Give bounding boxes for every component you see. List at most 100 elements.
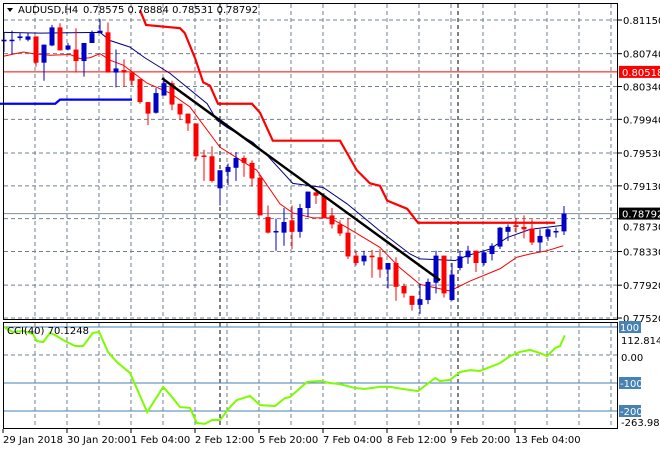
candle-bear bbox=[345, 232, 351, 257]
candle-bull bbox=[25, 36, 31, 40]
x-tick-label: 13 Feb 04:00 bbox=[515, 435, 581, 446]
candle-bull bbox=[465, 250, 471, 258]
triangle-down-icon[interactable] bbox=[7, 8, 13, 12]
candle-bear bbox=[401, 286, 407, 294]
cci-level-label: -100 bbox=[620, 379, 643, 390]
candle-bull bbox=[113, 68, 119, 73]
candle-bear bbox=[209, 156, 215, 181]
channel-upper-line bbox=[138, 9, 556, 224]
cci-level-label: 100 bbox=[620, 323, 639, 334]
candle-bull bbox=[153, 93, 159, 113]
channel-lower-line bbox=[0, 98, 132, 105]
candle-bull bbox=[361, 255, 367, 262]
candle-bear bbox=[409, 295, 415, 305]
cci-line bbox=[3, 326, 566, 425]
candle-bear bbox=[377, 257, 383, 270]
candle-bull bbox=[81, 42, 87, 62]
candle-bull bbox=[449, 274, 455, 300]
cci-max-label: 112.8149 bbox=[621, 336, 660, 347]
candle-bear bbox=[473, 250, 479, 264]
candle-bear bbox=[393, 263, 399, 287]
candle-bear bbox=[529, 228, 535, 243]
candle-bull bbox=[385, 263, 391, 270]
candle-bear bbox=[337, 224, 343, 234]
candle-bull bbox=[49, 27, 55, 46]
candle-bear bbox=[33, 36, 39, 63]
candle-bear bbox=[513, 225, 519, 227]
cci-level-badge bbox=[619, 321, 641, 333]
candle-bear bbox=[145, 102, 151, 114]
candle-bull bbox=[17, 36, 23, 39]
overlay-lines bbox=[161, 77, 441, 282]
candle-bear bbox=[201, 155, 207, 157]
cci-level-label: -200 bbox=[620, 407, 643, 418]
candle-bull bbox=[41, 44, 47, 63]
candle-bear bbox=[137, 79, 143, 103]
cci-pane-frame bbox=[3, 322, 618, 429]
candle-bear bbox=[185, 113, 191, 124]
candle-bull bbox=[433, 255, 439, 283]
candle-bear bbox=[129, 72, 135, 81]
candle-bull bbox=[233, 157, 239, 168]
candle-bull bbox=[545, 229, 551, 237]
candle-bull bbox=[273, 230, 279, 233]
cci-pane bbox=[3, 326, 618, 425]
candle-bull bbox=[561, 213, 567, 232]
candle-bull bbox=[97, 30, 103, 34]
cci-title: CCI(40) 70.1248 bbox=[7, 326, 89, 337]
candle-bull bbox=[553, 230, 559, 233]
candle-bear bbox=[321, 195, 327, 218]
ohlc-label: 0.78575 0.78884 0.78531 0.78792 bbox=[83, 5, 258, 16]
cci-level-badge bbox=[619, 377, 641, 389]
chart-header: AUDUSD,H4 0.78575 0.78884 0.78531 0.7879… bbox=[7, 5, 258, 16]
candle-bull bbox=[497, 227, 503, 247]
x-tick-label: 1 Feb 04:00 bbox=[131, 435, 190, 446]
resistance-price-label: 0.80518 bbox=[622, 68, 660, 79]
main-pane-frame bbox=[3, 3, 618, 320]
x-tick-label: 5 Feb 20:00 bbox=[259, 435, 318, 446]
candle-bull bbox=[297, 208, 303, 232]
candle-bull bbox=[65, 45, 71, 50]
moving-average-slow bbox=[3, 51, 564, 292]
bid-price-label: 0.78792 bbox=[622, 210, 660, 221]
candle-bull bbox=[505, 226, 511, 232]
candle-bull bbox=[161, 83, 167, 96]
candle-bear bbox=[57, 27, 63, 51]
x-tick-label: 9 Feb 20:00 bbox=[451, 435, 510, 446]
time-axis[interactable]: 29 Jan 2018 30 Jan 20:00 1 Feb 04:00 2 Feb … bbox=[2, 429, 581, 446]
candle-bear bbox=[249, 162, 255, 179]
resistance-badge bbox=[619, 65, 660, 78]
candle-bear bbox=[257, 177, 263, 216]
x-tick-label: 8 Feb 12:00 bbox=[387, 435, 446, 446]
cci-axis[interactable]: 100 -100 -200 112.8149 0.00 -263.9876 bbox=[619, 321, 660, 429]
x-tick-label: 29 Jan 2018 bbox=[3, 435, 63, 446]
candle-bull bbox=[489, 245, 495, 254]
x-tick-label: 2 Feb 12:00 bbox=[195, 435, 254, 446]
grid bbox=[4, 4, 618, 428]
candle-bear bbox=[441, 255, 447, 294]
candle-bear bbox=[241, 157, 247, 163]
candle-bear bbox=[265, 217, 271, 233]
candle-bull bbox=[9, 39, 15, 42]
candle-bull bbox=[537, 235, 543, 243]
candle-bear bbox=[329, 215, 335, 225]
candle-bear bbox=[169, 83, 175, 105]
candle-bear bbox=[121, 70, 127, 73]
candle-bear bbox=[193, 123, 199, 157]
x-tick-label: 30 Jan 20:00 bbox=[67, 435, 130, 446]
x-tick-label: 7 Feb 04:00 bbox=[323, 435, 382, 446]
candle-bear bbox=[105, 32, 111, 73]
bid-badge bbox=[619, 207, 660, 220]
symbol-label: AUDUSD,H4 bbox=[18, 5, 78, 16]
cci-level-badge bbox=[619, 405, 641, 417]
